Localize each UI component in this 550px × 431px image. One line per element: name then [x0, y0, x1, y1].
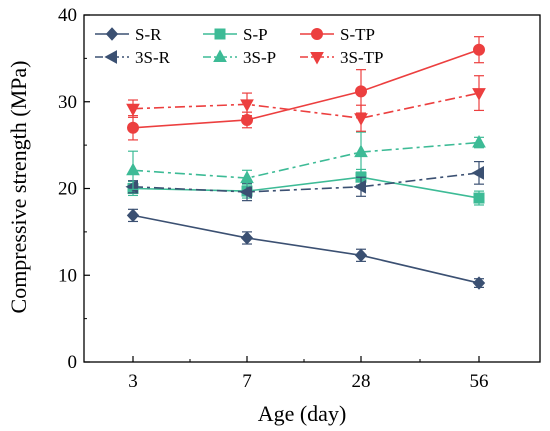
data-point — [240, 231, 254, 245]
series-3s-tp — [126, 75, 486, 132]
series-s-p — [127, 168, 485, 206]
series-line — [132, 48, 480, 129]
legend-item-3s-r: 3S-R — [95, 48, 171, 67]
data-point — [354, 144, 368, 158]
data-point — [126, 103, 140, 117]
legend-marker — [311, 28, 323, 40]
legend-marker — [310, 52, 324, 65]
legend-label: S-P — [243, 25, 268, 44]
data-point — [126, 162, 140, 176]
y-tick-label: 0 — [68, 352, 78, 373]
y-tick-label: 40 — [58, 5, 77, 26]
legend-item-s-tp: S-TP — [300, 25, 375, 44]
y-tick-label: 20 — [58, 179, 77, 200]
legend-marker — [213, 49, 227, 62]
data-point — [473, 43, 485, 56]
data-point — [353, 179, 366, 194]
y-axis-title: Compressive strength (MPa) — [6, 61, 31, 314]
data-point — [471, 166, 484, 180]
x-tick-label: 3 — [128, 371, 138, 392]
plot-area — [125, 36, 486, 290]
legend-label: 3S-P — [243, 48, 276, 67]
axes: 0 10 20 30 40 3 7 28 56 — [58, 5, 541, 392]
data-point — [127, 121, 139, 134]
legend-marker — [105, 27, 119, 41]
legend-marker — [104, 50, 117, 64]
y-tick-label: 30 — [58, 92, 77, 113]
legend-item-s-r: S-R — [95, 25, 162, 44]
series-line — [132, 176, 480, 199]
series-s-tp — [127, 36, 485, 141]
data-point — [239, 185, 252, 199]
series-line — [132, 172, 480, 193]
y-tick-label: 10 — [58, 265, 77, 286]
data-point — [472, 276, 486, 290]
series-line — [132, 92, 480, 120]
series-3s-r — [125, 161, 484, 202]
data-point — [355, 85, 367, 98]
x-axis-title: Age (day) — [258, 401, 347, 426]
x-tick-label: 7 — [242, 371, 252, 392]
data-point — [473, 192, 485, 204]
legend-label: S-TP — [340, 25, 375, 44]
legend-label: S-R — [135, 25, 162, 44]
data-point — [240, 99, 254, 112]
series-line — [132, 141, 480, 179]
x-tick-label: 56 — [470, 371, 489, 392]
data-point — [472, 88, 486, 101]
series-3s-p — [126, 131, 486, 190]
series-s-r — [126, 208, 486, 290]
legend-label: 3S-R — [135, 48, 171, 67]
series-line — [132, 214, 480, 284]
legend: S-R S-P S-TP 3S-R 3S-P 3S-TP — [95, 25, 383, 67]
legend-label: 3S-TP — [340, 48, 383, 67]
x-tick-label: 28 — [352, 371, 371, 392]
data-point — [354, 113, 368, 126]
legend-item-3s-tp: 3S-TP — [300, 48, 383, 67]
data-point — [472, 134, 486, 148]
legend-marker — [214, 28, 226, 40]
legend-item-s-p: S-P — [203, 25, 268, 44]
data-point — [240, 170, 254, 184]
data-point — [126, 208, 140, 223]
legend-item-3s-p: 3S-P — [203, 48, 276, 67]
data-point — [354, 248, 368, 263]
